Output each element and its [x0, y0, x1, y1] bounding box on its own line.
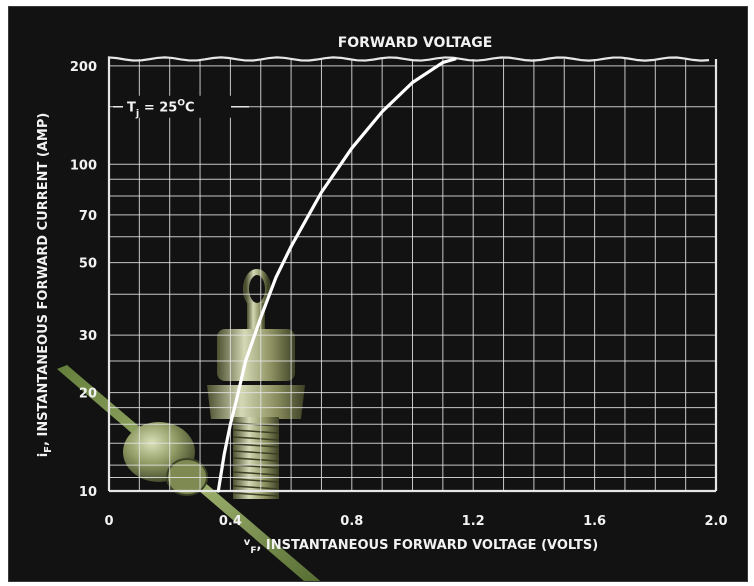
- y-tick-label: 70: [79, 209, 97, 224]
- forward-voltage-chart: Tj = 25OC 0 0.4 0.8 1.2 1.6 2.0 10 20 30 50 70 100…: [36, 35, 728, 581]
- annotation-backdrop: [121, 95, 233, 118]
- thread-line: [232, 478, 280, 483]
- thread-line: [232, 429, 280, 434]
- diode-photo: [57, 269, 321, 581]
- y-tick-label: 30: [79, 329, 97, 344]
- forward-voltage-curve: [216, 57, 457, 493]
- y-tick-label: 20: [79, 387, 97, 402]
- y-tick-labels: 10 20 30 50 70 100 200: [70, 60, 97, 500]
- thread-line: [232, 443, 280, 448]
- thread-line: [232, 485, 280, 490]
- y-tick-label: 10: [79, 485, 97, 500]
- y-tick-label: 50: [79, 257, 97, 272]
- thread-line: [232, 457, 280, 462]
- annotation-group: Tj = 25OC: [113, 95, 249, 120]
- thread-line: [232, 450, 280, 455]
- x-tick-label: 1.2: [462, 514, 485, 529]
- y-axis-label: iF, INSTANTANEOUS FORWARD CURRENT (AMP): [36, 113, 54, 458]
- plot-top-border: [107, 56, 710, 62]
- x-tick-label: 1.6: [583, 514, 606, 529]
- chart-frame: Tj = 25OC 0 0.4 0.8 1.2 1.6 2.0 10 20 30 50 70 100…: [8, 6, 748, 582]
- stud-diode-can: [217, 329, 295, 381]
- x-axis-label: vF, INSTANTANEOUS FORWARD VOLTAGE (VOLTS…: [244, 537, 598, 556]
- thread-line: [232, 492, 280, 497]
- junction-temperature-label: Tj = 25OC: [127, 99, 195, 120]
- x-tick-label: 0: [104, 514, 113, 529]
- thread-line: [232, 436, 280, 441]
- y-tick-label: 100: [70, 158, 97, 173]
- x-tick-label: 0.4: [219, 514, 242, 529]
- chart-series: [216, 57, 457, 493]
- x-tick-label: 0.8: [340, 514, 363, 529]
- thread-line: [232, 471, 280, 476]
- stud-diode-hex-nut: [207, 385, 305, 419]
- x-tick-labels: 0 0.4 0.8 1.2 1.6 2.0: [104, 514, 727, 529]
- x-tick-label: 2.0: [704, 514, 727, 529]
- chart-grid: [107, 56, 718, 493]
- chart-title: FORWARD VOLTAGE: [338, 35, 493, 51]
- y-tick-label: 200: [70, 60, 97, 75]
- stud-diode-loop: [243, 269, 271, 309]
